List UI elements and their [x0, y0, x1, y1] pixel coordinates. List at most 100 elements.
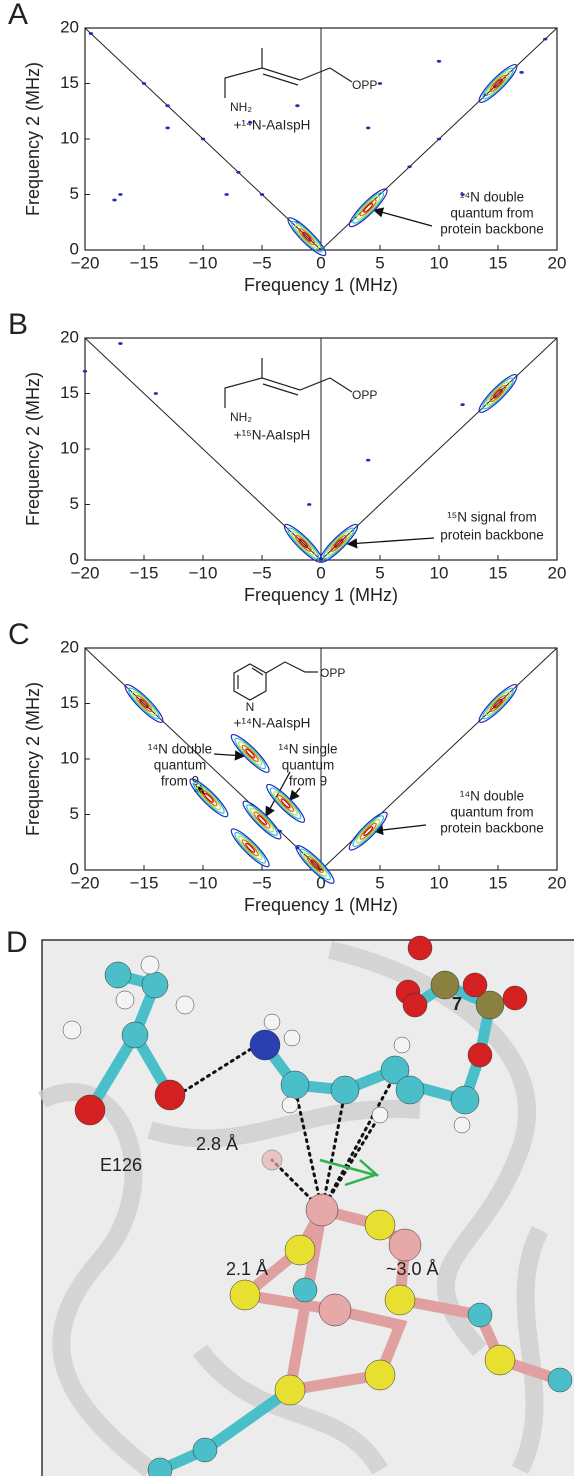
vector	[359, 1159, 379, 1177]
atom	[364, 1359, 396, 1391]
ribbon	[511, 1225, 549, 1475]
atom	[484, 1344, 516, 1376]
contour-ring	[363, 826, 374, 837]
contour-ring	[193, 782, 225, 814]
contour-ring	[237, 835, 263, 861]
y-tick-label: 0	[70, 239, 79, 258]
atom	[261, 1149, 283, 1171]
contour-ring	[245, 842, 256, 853]
ribbon	[328, 941, 536, 1356]
contour-ring	[230, 828, 270, 868]
arrow	[372, 824, 427, 836]
bond	[262, 73, 299, 86]
contour-ring	[352, 191, 385, 224]
x-tick-label: 15	[489, 873, 508, 892]
x-tick-label: −5	[252, 253, 271, 272]
y-tick-label: 20	[60, 327, 79, 346]
peak	[295, 844, 335, 884]
atom	[475, 990, 505, 1020]
contour-ring	[482, 687, 514, 720]
annotation: quantum	[154, 758, 207, 773]
contour-ring	[478, 64, 518, 103]
atom	[121, 1021, 149, 1049]
contact	[320, 1073, 397, 1212]
panel-letter: C	[8, 620, 30, 651]
contour-ring	[280, 798, 291, 809]
peak	[348, 811, 388, 851]
arrows	[193, 750, 427, 836]
arrow	[213, 750, 246, 761]
atom	[393, 1036, 411, 1054]
contour-ring	[269, 787, 302, 820]
atom	[462, 972, 488, 998]
structure-label: OPP	[320, 666, 345, 680]
contacts	[176, 1040, 397, 1212]
contour-ring	[294, 224, 320, 249]
minor-peak	[377, 82, 383, 85]
diagonal	[320, 337, 558, 561]
x-tick-label: −15	[130, 873, 159, 892]
annotation: from 9	[161, 774, 199, 789]
y-tick-label: 0	[70, 859, 79, 878]
contour-ring	[253, 811, 271, 829]
contact	[320, 1113, 382, 1212]
bond	[259, 978, 497, 1107]
x-axis-title: Frequency 1 (MHz)	[244, 585, 398, 605]
contour-ring	[310, 859, 321, 870]
y-tick-label: 5	[70, 494, 79, 513]
atom	[115, 990, 135, 1010]
y-tick-label: 20	[60, 637, 79, 656]
contour-ring	[234, 831, 267, 864]
contour-ring	[485, 71, 511, 96]
structure-label: +¹⁴N-AaIspH	[234, 118, 311, 133]
peak	[478, 64, 518, 103]
y-tick-label: 5	[70, 184, 79, 203]
bond	[84, 969, 163, 1116]
y-axis-title: Frequency 2 (MHz)	[23, 682, 43, 836]
atom	[330, 1075, 360, 1105]
x-tick-label: −20	[71, 253, 100, 272]
annotation: protein backbone	[440, 528, 544, 543]
contour-ring	[348, 811, 388, 851]
minor-peak	[82, 369, 88, 373]
x-axis-title: Frequency 1 (MHz)	[244, 275, 398, 295]
contour-ring	[482, 67, 514, 100]
atom	[283, 1029, 301, 1047]
minor-peak	[165, 104, 170, 108]
atom	[371, 1106, 389, 1124]
annotation: quantum	[282, 758, 335, 773]
atom	[467, 1042, 493, 1068]
distance-label: ~3.0 Å	[386, 1259, 439, 1279]
peak	[266, 783, 306, 823]
bond	[251, 667, 264, 676]
bond	[224, 358, 263, 408]
x-tick-label: 20	[548, 873, 567, 892]
y-tick-label: 10	[60, 128, 79, 147]
atom	[140, 955, 160, 975]
contour-ring	[230, 733, 270, 773]
peak	[287, 217, 327, 257]
bond	[261, 377, 353, 393]
x-tick-label: 15	[489, 253, 508, 272]
minor-peak	[248, 120, 253, 124]
x-tick-label: 20	[548, 563, 567, 582]
atoms	[62, 935, 573, 1476]
contour-ring	[482, 377, 514, 410]
vectors	[319, 1158, 380, 1187]
contact	[176, 1040, 264, 1097]
contour-ring	[189, 778, 229, 818]
x-tick-label: −15	[130, 253, 159, 272]
x-tick-label: 0	[316, 563, 325, 582]
contour-ring	[273, 791, 298, 816]
contour-ring	[352, 815, 385, 847]
minor-peak	[366, 458, 371, 462]
atom	[292, 1277, 318, 1303]
structure-label: OPP	[352, 388, 377, 402]
contour-ring	[493, 78, 503, 89]
x-tick-label: −10	[189, 253, 218, 272]
x-tick-label: 5	[375, 563, 384, 582]
minor-peak	[460, 403, 465, 406]
y-tick-label: 10	[60, 748, 79, 767]
peak	[348, 188, 388, 228]
bond	[262, 383, 299, 396]
